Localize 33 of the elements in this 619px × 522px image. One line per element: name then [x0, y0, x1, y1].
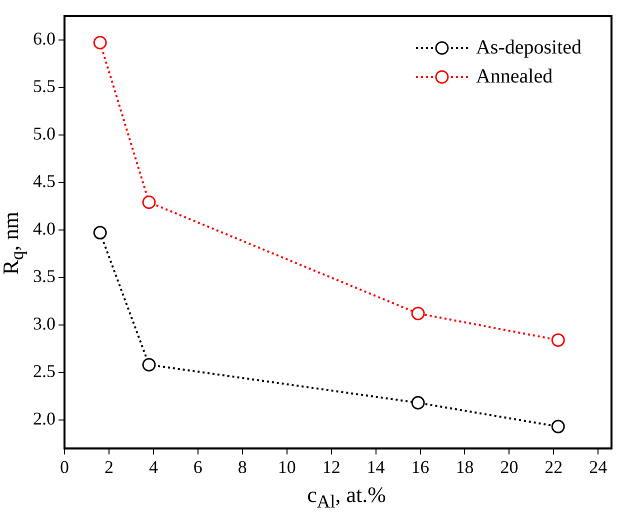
y-tick-label: 5.0 — [33, 124, 56, 144]
x-tick-label: 12 — [322, 456, 340, 477]
point — [411, 306, 425, 320]
x-tick-label: 24 — [589, 456, 608, 477]
x-tick-label: 6 — [193, 456, 202, 477]
y-tick-label: 3.0 — [33, 314, 56, 334]
y-tick-label: 2.0 — [33, 408, 56, 429]
x-tick-label: 0 — [60, 456, 69, 477]
legend-label: Annealed — [476, 65, 553, 88]
point — [551, 333, 565, 347]
y-tick-label: 4.0 — [33, 218, 56, 239]
legend-label: As-deposited — [476, 36, 582, 58]
y-tick-label: 2.5 — [33, 361, 56, 382]
y-tick-label: 3.5 — [33, 266, 56, 286]
point — [93, 36, 107, 50]
x-tick-label: 4 — [148, 456, 158, 477]
point — [142, 196, 156, 210]
point — [142, 358, 156, 372]
y-tick-label: 5.5 — [33, 76, 56, 96]
x-tick-label: 18 — [456, 456, 474, 477]
y-tick-label: 4.5 — [33, 171, 56, 192]
point — [411, 396, 425, 410]
y-tick-label: 6.0 — [33, 28, 56, 48]
point — [93, 226, 107, 240]
x-tick-label: 20 — [500, 456, 518, 477]
x-tick-label: 8 — [238, 456, 247, 477]
x-tick-label: 16 — [411, 456, 430, 477]
x-tick-label: 14 — [366, 456, 385, 477]
point — [551, 420, 565, 434]
x-axis-title: c$_{Al}$, at.% — [306, 482, 387, 512]
x-tick-label: 2 — [104, 456, 114, 477]
x-tick-label: 10 — [278, 456, 296, 477]
x-tick-label: 22 — [544, 456, 563, 477]
